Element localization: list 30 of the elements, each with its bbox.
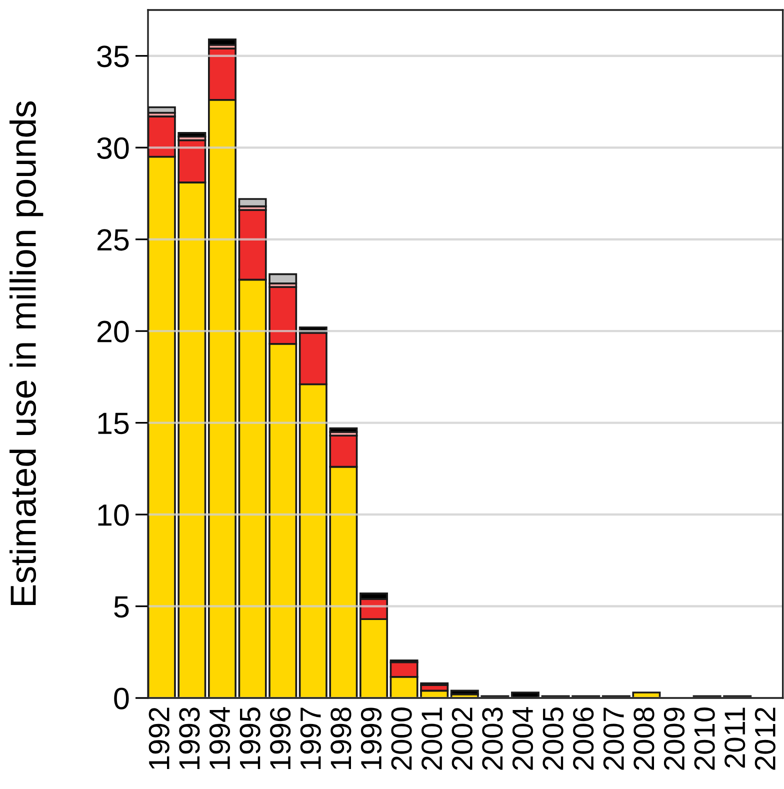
y-tick-label: 10	[98, 504, 129, 526]
y-tick-label: 0	[114, 688, 129, 710]
x-tick-label: 2010	[694, 707, 715, 770]
x-tick-label: 2005	[542, 708, 564, 770]
x-tick-label: 2004	[512, 707, 534, 770]
x-tick-label: 2011	[724, 708, 746, 768]
x-tick-label: 1997	[300, 708, 321, 769]
y-axis-title: Estimated use in million pounds	[10, 101, 44, 605]
x-tick-label: 1996	[270, 708, 291, 769]
x-tick-label: 1998	[330, 708, 352, 769]
y-tick-label: 35	[97, 46, 129, 68]
x-tick-label: 2003	[482, 708, 503, 770]
x-tick-label: 1999	[360, 708, 382, 769]
x-tick-label: 2009	[664, 708, 685, 770]
x-tick-label: 1992	[148, 708, 170, 769]
x-tick-label: 2007	[603, 708, 624, 770]
x-tick-label: 2000	[391, 707, 412, 770]
y-tick-label: 25	[98, 229, 129, 251]
y-tick-label: 5	[114, 596, 129, 618]
y-tick-label: 30	[97, 137, 129, 159]
x-tick-label: 2001	[422, 708, 442, 770]
y-tick-label: 20	[98, 320, 129, 342]
x-tick-label: 2008	[634, 708, 654, 770]
y-tick-label: 15	[98, 412, 129, 434]
x-tick-label: 1993	[179, 708, 200, 769]
x-tick-label: 2012	[754, 708, 776, 770]
x-tick-label: 2006	[573, 708, 594, 770]
x-tick-label: 2002	[452, 708, 472, 770]
x-tick-label: 1994	[209, 707, 230, 769]
x-tick-label: 1995	[240, 708, 260, 769]
